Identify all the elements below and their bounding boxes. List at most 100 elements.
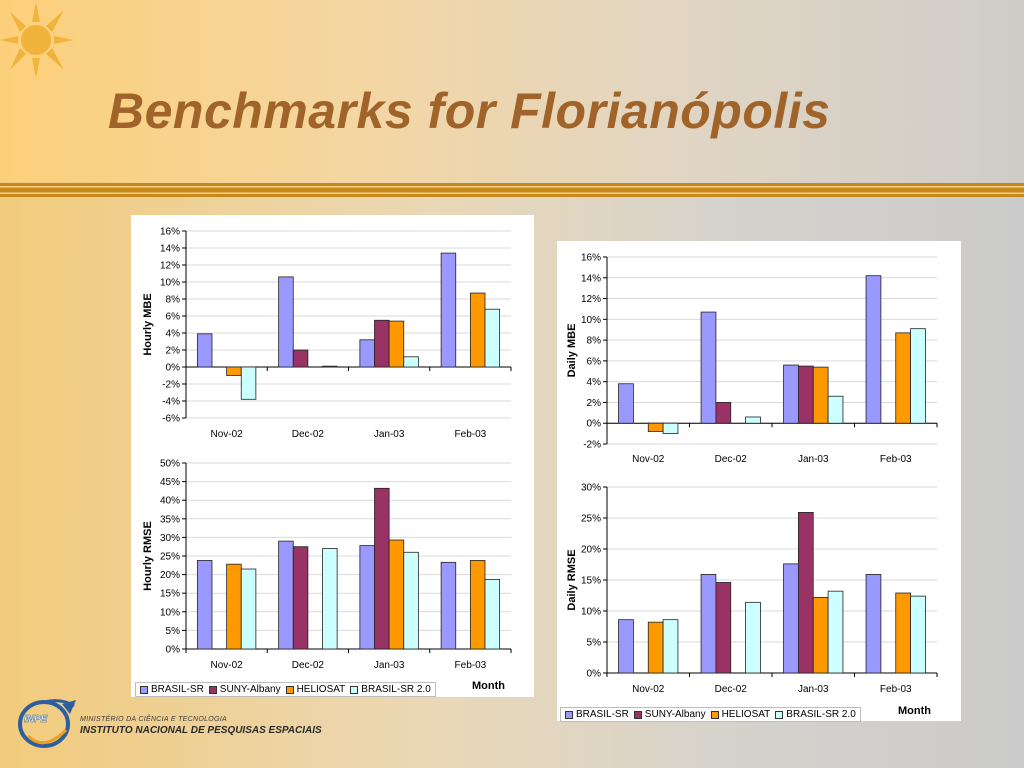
legend-swatch [208, 685, 217, 694]
bar [783, 364, 799, 424]
y-tick-label: 16% [581, 253, 601, 264]
y-tick-label: 14% [581, 273, 601, 284]
y-tick-label: 25% [581, 514, 601, 525]
category-label: Feb-03 [880, 454, 912, 465]
month-label: Month [898, 705, 931, 717]
y-tick-label: -4% [162, 397, 180, 408]
bar [240, 568, 257, 650]
y-axis-label: Hourly RMSE [142, 521, 154, 591]
y-tick-label: 25% [160, 552, 180, 563]
bar [745, 601, 761, 674]
y-tick-label: 10% [581, 315, 601, 326]
bar [700, 574, 717, 674]
bar [469, 560, 486, 650]
bar [403, 551, 419, 650]
y-tick-label: 12% [581, 294, 601, 305]
bar [662, 619, 679, 674]
legend-label: BRASIL-SR [151, 684, 204, 695]
legend-label: SUNY-Albany [644, 709, 706, 720]
y-tick-label: 10% [160, 278, 180, 289]
y-tick-label: 2% [587, 398, 602, 409]
y-tick-label: 8% [587, 336, 602, 347]
y-tick-label: 30% [160, 533, 180, 544]
hourly-rmse-chart: 50% 45% 40% 35% 30% 25% 20% 15% 10% 5% 0% Nov-02 Dec… [142, 459, 512, 671]
bar [910, 328, 926, 424]
logo-ministry: MINISTÉRIO DA CIÊNCIA E TECNOLOGIA [80, 716, 227, 723]
y-tick-label: 6% [166, 312, 181, 323]
month-label: Month [472, 680, 505, 692]
bar [226, 366, 242, 376]
category-label: Jan-03 [798, 454, 829, 465]
legend-swatch [633, 710, 642, 719]
header-band [0, 0, 1024, 182]
y-tick-label: 50% [160, 459, 180, 470]
bar [484, 579, 501, 650]
legend-swatch [350, 685, 359, 694]
y-tick-label: 14% [160, 244, 180, 255]
bar [240, 366, 257, 400]
legend-label: BRASIL-SR 2.0 [361, 684, 431, 695]
y-tick-label: 0% [587, 419, 602, 430]
y-tick-label: 8% [166, 295, 181, 306]
category-label: Dec-02 [292, 429, 325, 440]
bar [618, 619, 634, 674]
legend-swatch [140, 685, 148, 694]
y-tick-label: -2% [583, 440, 601, 451]
bar [618, 383, 634, 424]
bar [359, 545, 375, 650]
bar [715, 582, 732, 674]
sun-icon [0, 2, 74, 78]
y-tick-label: 2% [166, 346, 181, 357]
legend-swatch [710, 710, 719, 719]
category-label: Dec-02 [715, 454, 748, 465]
y-tick-label: 4% [166, 329, 181, 340]
daily-rmse-chart: 30% 25% 20% 15% 10% 5% 0% Nov-02 Dec-02 Jan-03 Feb… [566, 483, 938, 695]
legend-item: HELIOSAT [710, 709, 770, 720]
bar [812, 596, 829, 674]
y-tick-label: -2% [162, 380, 180, 391]
bar [359, 339, 375, 368]
y-tick-label: 15% [581, 576, 601, 587]
category-label: Feb-03 [455, 660, 487, 671]
bar [388, 539, 405, 650]
legend-label: BRASIL-SR 2.0 [786, 709, 856, 720]
bar [865, 574, 882, 674]
bar [715, 402, 732, 424]
y-tick-label: 35% [160, 514, 180, 525]
legend-swatch [775, 710, 784, 719]
y-tick-label: 6% [587, 356, 602, 367]
legend-label: HELIOSAT [296, 684, 346, 695]
legend-label: BRASIL-SR [576, 709, 629, 720]
hourly-panel: 16% 14% 12% 10% 8% 6% 4% 2% 0% -2% -4% -6% Nov-02 Dec… [131, 215, 534, 697]
bar [700, 311, 717, 424]
bar [440, 561, 457, 650]
category-label: Feb-03 [455, 429, 487, 440]
inpe-logo: INPE [18, 699, 76, 748]
bar [827, 590, 844, 674]
bar [895, 332, 912, 424]
legend-item: SUNY-Albany [208, 684, 281, 695]
y-tick-label: 16% [160, 227, 180, 238]
bar [783, 563, 799, 674]
hourly-legend: BRASIL-SR SUNY-Albany HELIOSAT BRASIL-SR… [135, 682, 436, 697]
bar [322, 548, 338, 650]
y-tick-label: 0% [166, 645, 181, 656]
y-axis-label: Hourly MBE [142, 293, 154, 355]
y-tick-label: 5% [587, 638, 602, 649]
y-tick-label: 20% [160, 570, 180, 581]
category-label: Dec-02 [292, 660, 325, 671]
bar [745, 416, 761, 424]
bar [895, 592, 912, 674]
y-tick-label: -6% [162, 414, 180, 425]
legend-item: BRASIL-SR [565, 709, 629, 720]
category-label: Dec-02 [715, 684, 748, 695]
y-tick-label: 10% [581, 607, 601, 618]
category-label: Jan-03 [798, 684, 829, 695]
logo-mark: INPE [24, 714, 48, 725]
bar [278, 276, 294, 368]
bar [292, 546, 309, 650]
bar [910, 595, 926, 674]
legend-item: BRASIL-SR 2.0 [775, 709, 856, 720]
bar [484, 308, 501, 368]
bar [797, 512, 814, 674]
